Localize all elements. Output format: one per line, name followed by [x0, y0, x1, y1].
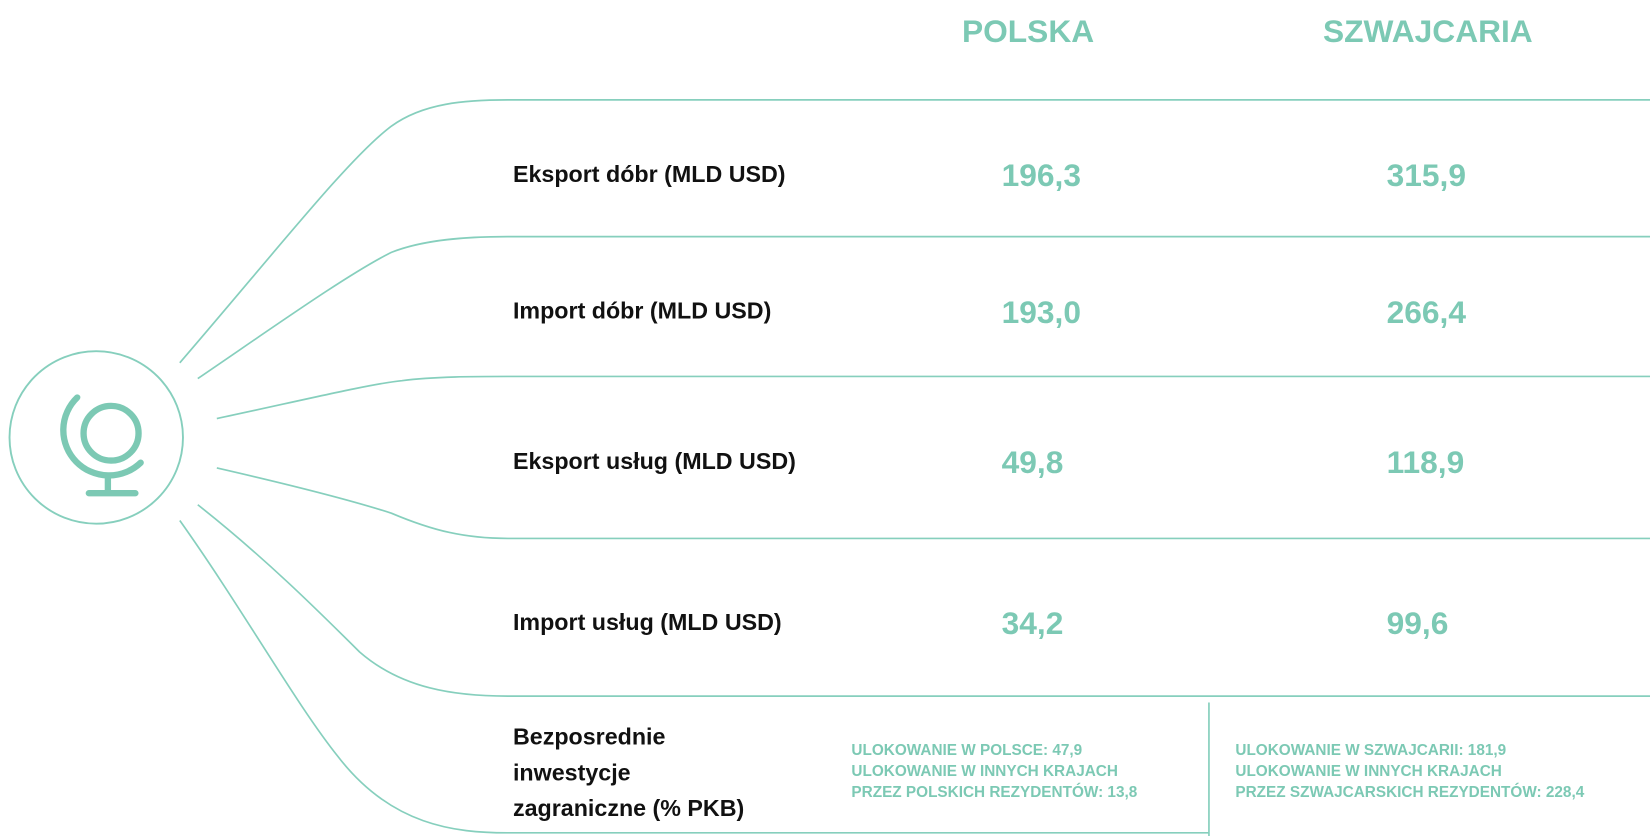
column-header: SZWAJCARIA [1323, 13, 1533, 49]
fdi-note: ULOKOWANIE W SZWAJCARII: 181,9 [1235, 742, 1506, 759]
row-value: 196,3 [1002, 157, 1081, 193]
fdi-note: ULOKOWANIE W INNYCH KRAJACH [1235, 763, 1502, 780]
badge-circle [8, 350, 184, 525]
row-label: Import usług (MLD USD) [513, 609, 782, 635]
connector [216, 375, 1650, 420]
row-label: Import dóbr (MLD USD) [513, 298, 771, 324]
row-value: 99,6 [1387, 605, 1449, 641]
fdi-note: PRZEZ SZWAJCARSKICH REZYDENTÓW: 228,4 [1235, 783, 1584, 801]
row-label: Eksport usług (MLD USD) [513, 448, 796, 474]
row-value: 34,2 [1002, 605, 1064, 641]
row-value: 193,0 [1002, 294, 1081, 330]
row-value: 49,8 [1002, 444, 1064, 480]
fdi-note: ULOKOWANIE W INNYCH KRAJACH [851, 763, 1118, 780]
row-value: 266,4 [1387, 294, 1467, 330]
globe-arc [60, 394, 144, 479]
globe-badge [8, 350, 184, 525]
connector [216, 467, 1650, 540]
connector [197, 504, 1650, 697]
connector-lines [179, 99, 1650, 836]
row-value: 118,9 [1387, 444, 1465, 480]
connector [197, 235, 1650, 380]
row-label: Eksport dóbr (MLD USD) [513, 161, 786, 187]
column-header: POLSKA [962, 13, 1094, 49]
globe [80, 402, 142, 464]
fdi-note: PRZEZ POLSKICH REZYDENTÓW: 13,8 [851, 783, 1137, 801]
connector [179, 520, 1209, 834]
fdi-label: zagraniczne (% PKB) [513, 795, 744, 821]
fdi-label: Bezposrednie [513, 724, 666, 750]
fdi-note: ULOKOWANIE W POLSCE: 47,9 [851, 742, 1082, 759]
fdi-label: inwestycje [513, 759, 631, 785]
row-value: 315,9 [1387, 157, 1466, 193]
connector [179, 99, 1650, 364]
